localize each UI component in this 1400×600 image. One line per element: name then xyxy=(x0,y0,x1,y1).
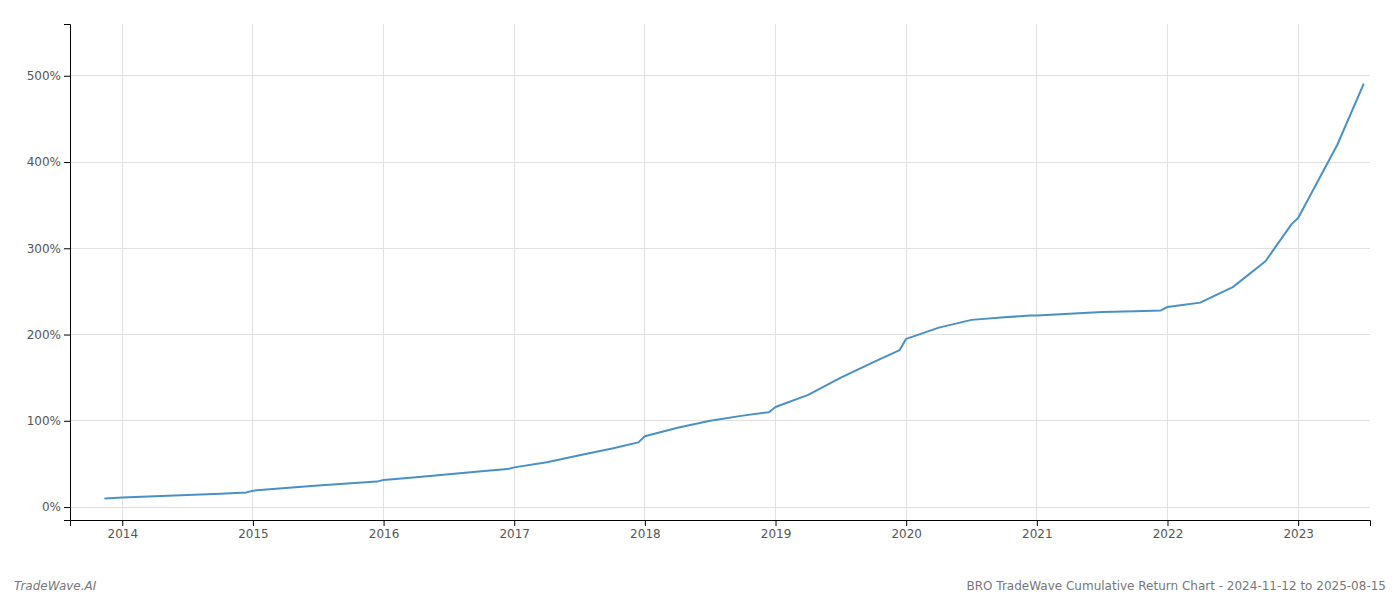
grid-line xyxy=(70,420,1370,421)
tick-mark xyxy=(1167,520,1168,526)
tick: 2015 xyxy=(238,520,269,541)
axis-line xyxy=(71,521,1371,527)
tick-mark xyxy=(1298,520,1299,526)
tick: 0% xyxy=(42,500,70,514)
tick: 200% xyxy=(27,328,70,342)
tick-label: 2015 xyxy=(238,527,269,541)
grid xyxy=(70,24,1370,520)
footer-right: BRO TradeWave Cumulative Return Chart - … xyxy=(967,579,1386,593)
tick: 2018 xyxy=(630,520,661,541)
tick-label: 100% xyxy=(27,414,61,428)
axis-line xyxy=(64,25,71,521)
grid-line xyxy=(906,24,907,520)
tick: 2017 xyxy=(499,520,530,541)
tick-label: 0% xyxy=(42,500,61,514)
series xyxy=(105,84,1363,498)
grid-line xyxy=(383,24,384,520)
tick: 300% xyxy=(27,242,70,256)
tick-mark xyxy=(64,507,70,508)
tick-label: 2014 xyxy=(107,527,138,541)
tick-label: 2023 xyxy=(1283,527,1314,541)
grid-line xyxy=(644,24,645,520)
tick-label: 2019 xyxy=(761,527,792,541)
grid-line xyxy=(514,24,515,520)
grid-line xyxy=(70,162,1370,163)
tick-mark xyxy=(1037,520,1038,526)
tick: 2021 xyxy=(1022,520,1053,541)
plot-area: 2014 2015 2016 2017 2018 2019 2020 2021 2022 2023… xyxy=(27,24,1371,541)
tick: 2019 xyxy=(761,520,792,541)
x-axis: 2014 2015 2016 2017 2018 2019 2020 2021 2022 2023 xyxy=(71,520,1371,541)
grid-line xyxy=(1298,24,1299,520)
tick-label: 500% xyxy=(27,69,61,83)
tick-mark xyxy=(122,520,123,526)
grid-line xyxy=(70,75,1370,76)
tick: 400% xyxy=(27,155,70,169)
tick-mark xyxy=(64,162,70,163)
grid-line xyxy=(1167,24,1168,520)
tick: 2016 xyxy=(369,520,400,541)
tick: 2022 xyxy=(1153,520,1184,541)
tick: 2020 xyxy=(891,520,922,541)
tick-label: 200% xyxy=(27,328,61,342)
grid-line xyxy=(775,24,776,520)
tick-mark xyxy=(253,520,254,526)
tick-label: 2017 xyxy=(499,527,530,541)
tick-mark xyxy=(906,520,907,526)
tick-label: 2018 xyxy=(630,527,661,541)
grid-line xyxy=(70,507,1370,508)
tick-mark xyxy=(384,520,385,526)
tick-label: 300% xyxy=(27,242,61,256)
footer-left: TradeWave.AI xyxy=(14,579,97,593)
tick-mark xyxy=(645,520,646,526)
grid-line xyxy=(70,248,1370,249)
line xyxy=(105,84,1363,498)
chart: 2014 2015 2016 2017 2018 2019 2020 2021 2022 2023… xyxy=(0,0,1400,600)
tick-label: 2016 xyxy=(369,527,400,541)
tick: 2023 xyxy=(1283,520,1314,541)
tick-mark xyxy=(64,76,70,77)
tick-mark xyxy=(64,248,70,249)
grid-line xyxy=(70,334,1370,335)
tick-label: 400% xyxy=(27,155,61,169)
tick-label: 2021 xyxy=(1022,527,1053,541)
tick-mark xyxy=(514,520,515,526)
tick-label: 2020 xyxy=(891,527,922,541)
tick-label: 2022 xyxy=(1153,527,1184,541)
tick-mark xyxy=(64,335,70,336)
tick-mark xyxy=(776,520,777,526)
grid-line xyxy=(252,24,253,520)
grid-line xyxy=(122,24,123,520)
tick: 2014 xyxy=(107,520,138,541)
tick: 100% xyxy=(27,414,70,428)
tick: 500% xyxy=(27,69,70,83)
tick-mark xyxy=(64,421,70,422)
grid-line xyxy=(1036,24,1037,520)
y-axis: 0% 100% 200% 300% 400% 500% xyxy=(27,25,71,521)
